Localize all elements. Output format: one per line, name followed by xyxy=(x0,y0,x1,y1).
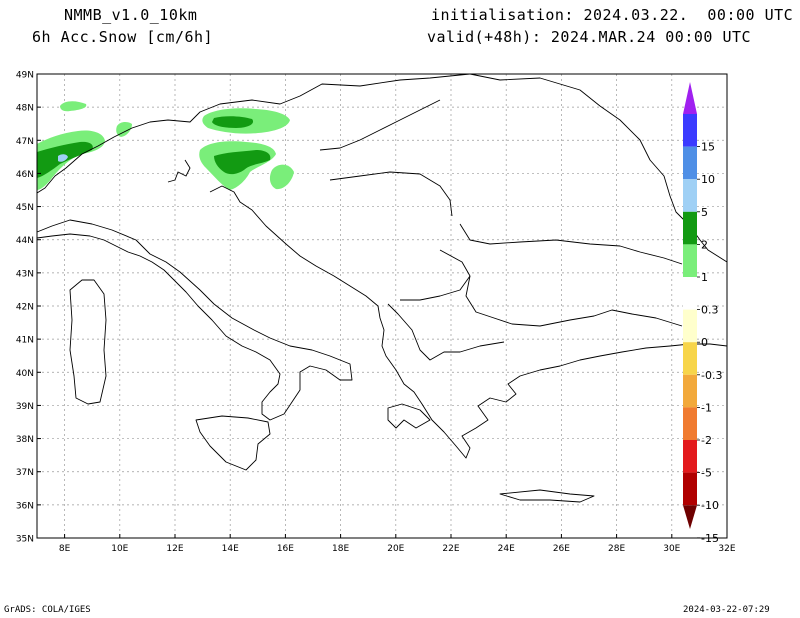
colorbar-segment xyxy=(683,146,697,180)
country-borders xyxy=(36,73,471,194)
footer-credit: GrADS: COLA/IGES xyxy=(4,605,91,615)
valid-time: valid(+48h): 2024.MAR.24 00:00 UTC xyxy=(427,28,752,46)
lon-label: 30E xyxy=(663,544,680,554)
colorbar-label: 0.3 xyxy=(701,304,719,317)
coastlines xyxy=(36,73,728,503)
colorbar-segment xyxy=(683,211,697,245)
colorbar-segment xyxy=(683,244,697,277)
colorbar-label: 10 xyxy=(701,173,715,186)
italy-coast xyxy=(36,219,353,421)
colorbar-label: -15 xyxy=(701,532,719,545)
lon-label: 16E xyxy=(277,544,294,554)
lon-label: 20E xyxy=(387,544,404,554)
lat-label: 37N xyxy=(16,468,34,478)
sardinia-corsica xyxy=(69,279,107,405)
longitude-labels: 8E 10E 12E 14E 16E 18E 20E 22E 24E 26E 28E 30E 32E xyxy=(59,534,736,554)
init-time: initialisation: 2024.03.22. 00:00 UTC xyxy=(431,6,794,24)
lon-label: 10E xyxy=(111,544,128,554)
colorbar-segment xyxy=(683,374,697,408)
lat-label: 40N xyxy=(16,369,34,379)
lon-label: 32E xyxy=(718,544,735,554)
colorbar-label: -0.3 xyxy=(701,369,722,382)
snow-patch xyxy=(269,164,294,190)
danube xyxy=(459,223,683,265)
lat-label: 36N xyxy=(16,501,34,511)
lat-label: 41N xyxy=(16,336,34,346)
lat-label: 42N xyxy=(16,303,34,313)
lon-label: 28E xyxy=(608,544,625,554)
colorbar-segment xyxy=(683,440,697,473)
snow-patch xyxy=(58,154,68,162)
snow-patch xyxy=(60,101,87,112)
colorbar-segment xyxy=(683,342,697,375)
map-grid xyxy=(37,74,727,538)
lon-label: 18E xyxy=(332,544,349,554)
lat-label: 47N xyxy=(16,137,34,147)
lat-label: 44N xyxy=(16,236,34,246)
colorbar-label: 15 xyxy=(701,141,715,154)
greece-north-border xyxy=(387,303,505,361)
snow-patch xyxy=(116,121,132,137)
colorbar-segment xyxy=(683,309,697,343)
lon-label: 26E xyxy=(553,544,570,554)
lat-label: 35N xyxy=(16,535,34,545)
bulgaria-border xyxy=(439,249,683,327)
lon-label: 14E xyxy=(222,544,239,554)
croatia-border xyxy=(329,171,453,217)
hungary-border xyxy=(319,99,441,151)
colorbar-label: -1 xyxy=(701,401,712,414)
lat-label: 43N xyxy=(16,269,34,279)
colorbar-segment xyxy=(683,277,697,310)
sicily xyxy=(195,415,271,471)
lon-label: 8E xyxy=(59,544,71,554)
colorbar-label: 2 xyxy=(701,238,708,251)
colorbar-label: 0 xyxy=(701,336,708,349)
colorbar-segment xyxy=(683,407,697,440)
balkan-coast xyxy=(209,185,728,459)
latitude-labels: 49N 48N 47N 46N 45N 44N 43N 42N 41N 40N 39N 38N 37N 3… xyxy=(16,71,41,545)
footer-timestamp: 2024-03-22-07:29 xyxy=(683,605,770,615)
model-title: NMMB_v1.0_10km xyxy=(64,6,198,24)
colorbar-label: -5 xyxy=(701,467,712,480)
colorbar-label: -2 xyxy=(701,434,712,447)
colorbar-label: -10 xyxy=(701,499,719,512)
colorbar-label: 5 xyxy=(701,206,708,219)
crete xyxy=(499,489,595,503)
lat-label: 48N xyxy=(16,104,34,114)
colorbar-label: 1 xyxy=(701,271,708,284)
serbia-border xyxy=(400,275,471,301)
border-italy-north xyxy=(167,159,191,183)
peloponnese xyxy=(387,403,431,429)
field-title: 6h Acc.Snow [cm/6h] xyxy=(32,28,214,46)
lat-label: 38N xyxy=(16,435,34,445)
lat-label: 39N xyxy=(16,402,34,412)
snow-patch xyxy=(212,116,254,128)
colorbar-segment xyxy=(683,472,697,506)
lon-label: 12E xyxy=(166,544,183,554)
colorbar: 15 10 5 2 1 0.3 0 -0.3 -1 -2 -5 -10 -15 xyxy=(683,82,722,545)
lon-label: 22E xyxy=(442,544,459,554)
snow-patch xyxy=(214,150,271,175)
snow-patches xyxy=(37,101,294,190)
lat-label: 45N xyxy=(16,203,34,213)
colorbar-segment xyxy=(683,114,697,147)
colorbar-cap-bottom xyxy=(683,505,697,529)
colorbar-segment xyxy=(683,179,697,212)
lat-label: 46N xyxy=(16,170,34,180)
colorbar-cap-top xyxy=(683,82,697,114)
lon-label: 24E xyxy=(498,544,515,554)
lat-label: 49N xyxy=(16,71,34,81)
